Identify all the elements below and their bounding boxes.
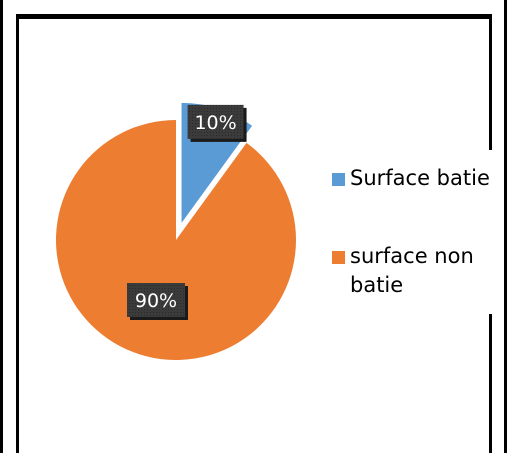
- pie-slice-surface-non-batie: [55, 120, 296, 361]
- data-label-box: [187, 104, 244, 139]
- data-label-surface-batie: 10%: [187, 104, 247, 142]
- legend-label-surface-non-batie: surface non batie: [350, 244, 474, 297]
- data-label-text: 90%: [135, 290, 177, 312]
- legend-swatch-surface-batie: [332, 173, 345, 186]
- data-label-text: 10%: [194, 112, 236, 134]
- legend-item-surface-batie: Surface batie: [332, 164, 490, 193]
- legend-swatch-surface-non-batie: [332, 251, 345, 264]
- chart-legend: Surface batie surface non batie: [322, 150, 492, 314]
- data-label-surface-non-batie: 90%: [127, 283, 188, 320]
- data-label-box: [127, 283, 185, 317]
- legend-label-surface-batie: Surface batie: [350, 166, 490, 190]
- legend-item-surface-non-batie: surface non batie: [332, 242, 490, 300]
